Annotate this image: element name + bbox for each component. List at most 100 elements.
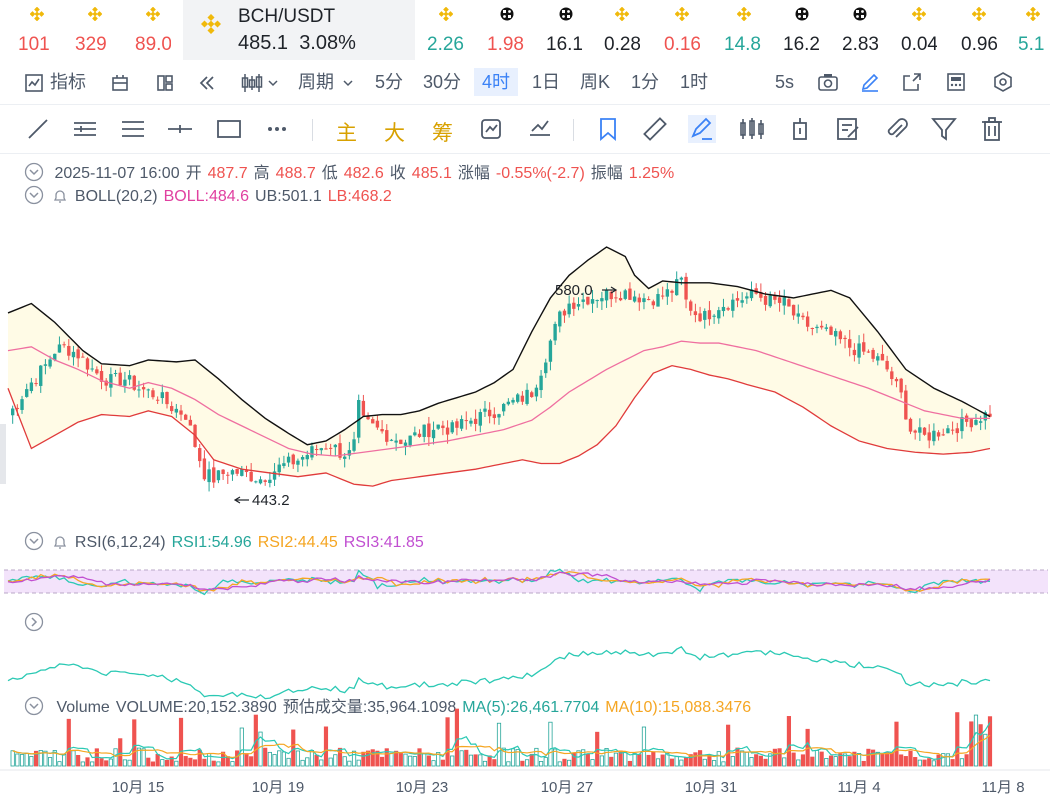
- ticker-item[interactable]: 16.1: [546, 4, 586, 60]
- interval-1w[interactable]: 周K: [580, 72, 611, 92]
- ticker-item[interactable]: 2.83: [842, 4, 878, 60]
- horizontal-lines-icon[interactable]: [119, 115, 147, 143]
- magnet-icon[interactable]: [477, 115, 505, 143]
- ticker-item[interactable]: 0.04: [901, 4, 937, 60]
- volume-bar: [94, 748, 99, 767]
- ticker-item[interactable]: 0.28: [604, 4, 640, 60]
- indicators-button[interactable]: 指标: [50, 72, 86, 92]
- binance-icon: [439, 7, 453, 21]
- ticker-item[interactable]: 89.0: [135, 4, 171, 60]
- trash-icon[interactable]: [978, 115, 1006, 143]
- candle: [347, 450, 352, 456]
- expand-icon[interactable]: [902, 72, 922, 92]
- camera-icon[interactable]: [817, 72, 839, 92]
- interval-1min[interactable]: 1分: [631, 72, 660, 92]
- expand-indicator[interactable]: [24, 612, 44, 637]
- ticker-item[interactable]: 329: [75, 4, 115, 60]
- split-icon[interactable]: [156, 74, 174, 92]
- volume-bar: [744, 751, 749, 767]
- candle: [623, 290, 627, 299]
- volume-bar: [969, 721, 974, 767]
- calculator-icon[interactable]: [946, 72, 968, 92]
- candle: [908, 418, 913, 432]
- horizontal-ray-icon[interactable]: [166, 115, 194, 143]
- volume-bar: [295, 750, 301, 767]
- collapse-icon[interactable]: [24, 162, 44, 182]
- ticker-item[interactable]: 0.96: [961, 4, 997, 60]
- volume-bar: [141, 748, 146, 767]
- marker-icon[interactable]: [786, 115, 814, 143]
- collapse-icon[interactable]: [24, 531, 44, 551]
- volume-bar: [936, 754, 941, 767]
- volume-bar: [978, 724, 983, 767]
- pen-icon[interactable]: [860, 72, 880, 92]
- attach-icon[interactable]: [882, 115, 910, 143]
- candle: [109, 374, 113, 388]
- volume-bar: [478, 754, 483, 767]
- volume-bar: [328, 757, 333, 767]
- ticker-item[interactable]: 2.26: [427, 4, 465, 60]
- candle: [894, 378, 899, 382]
- volume-bar: [319, 759, 324, 767]
- ticker-item[interactable]: 5.1: [1018, 4, 1048, 60]
- candle: [660, 295, 665, 297]
- candle: [675, 279, 679, 296]
- candle: [978, 421, 983, 423]
- ticker-item[interactable]: 0.16: [664, 4, 700, 60]
- volume-bar: [249, 756, 254, 767]
- bookmark-icon[interactable]: [595, 115, 623, 143]
- filter-icon[interactable]: [930, 115, 958, 143]
- candle: [581, 299, 585, 302]
- replay-icon[interactable]: [198, 74, 216, 92]
- measure-icon[interactable]: [526, 115, 554, 143]
- candle: [254, 481, 258, 483]
- bell-icon[interactable]: [52, 188, 68, 204]
- settings-icon[interactable]: [993, 72, 1013, 92]
- active-symbol-card[interactable]: BCH/USDT 485.1 3.08%: [183, 0, 415, 60]
- candle-type-icon[interactable]: [240, 72, 264, 94]
- ticker-item[interactable]: 101: [18, 4, 56, 60]
- interval-4h[interactable]: 4时: [474, 68, 519, 96]
- interval-1h[interactable]: 1时: [680, 72, 709, 92]
- candle: [712, 315, 716, 317]
- brush-icon[interactable]: [688, 115, 716, 143]
- main-force-button[interactable]: 主: [336, 122, 357, 145]
- interval-1d[interactable]: 1日: [532, 72, 561, 92]
- chevron-right-icon[interactable]: [24, 612, 44, 632]
- volume-bar: [674, 755, 679, 767]
- refresh-rate[interactable]: 5s: [775, 72, 795, 92]
- candle: [90, 368, 94, 370]
- layout-icon[interactable]: [111, 74, 129, 92]
- period-button[interactable]: 周期: [298, 72, 334, 92]
- ticker-item[interactable]: 1.98: [487, 4, 527, 60]
- parallel-lines-icon[interactable]: [71, 115, 99, 143]
- large-order-button[interactable]: 大: [384, 122, 405, 145]
- bell-icon[interactable]: [52, 534, 68, 550]
- candle: [212, 467, 216, 483]
- ticker-value: 0.04: [901, 34, 937, 55]
- candle: [296, 460, 300, 465]
- more-icon[interactable]: [263, 115, 291, 143]
- rectangle-icon[interactable]: [215, 115, 243, 143]
- volume-bar: [922, 759, 927, 767]
- collapse-icon[interactable]: [24, 185, 44, 205]
- interval-30m[interactable]: 30分: [423, 72, 462, 92]
- ticker-item[interactable]: 14.8: [724, 4, 764, 60]
- candle: [530, 392, 534, 397]
- ticker-item[interactable]: 16.2: [783, 4, 821, 60]
- note-icon[interactable]: [834, 115, 862, 143]
- candle: [305, 455, 309, 460]
- candle: [745, 296, 749, 299]
- ruler-icon[interactable]: [641, 115, 669, 143]
- volume-bar: [183, 756, 188, 767]
- volume-bar: [178, 717, 184, 767]
- candle: [132, 375, 136, 390]
- volume-bar: [945, 753, 950, 767]
- trend-line-icon[interactable]: [24, 115, 52, 143]
- chip-button[interactable]: 筹: [432, 122, 453, 145]
- side-handle[interactable]: [0, 424, 6, 484]
- interval-5m[interactable]: 5分: [375, 72, 404, 92]
- collapse-icon[interactable]: [24, 696, 44, 716]
- candles-icon[interactable]: [738, 115, 766, 143]
- candle: [455, 421, 459, 428]
